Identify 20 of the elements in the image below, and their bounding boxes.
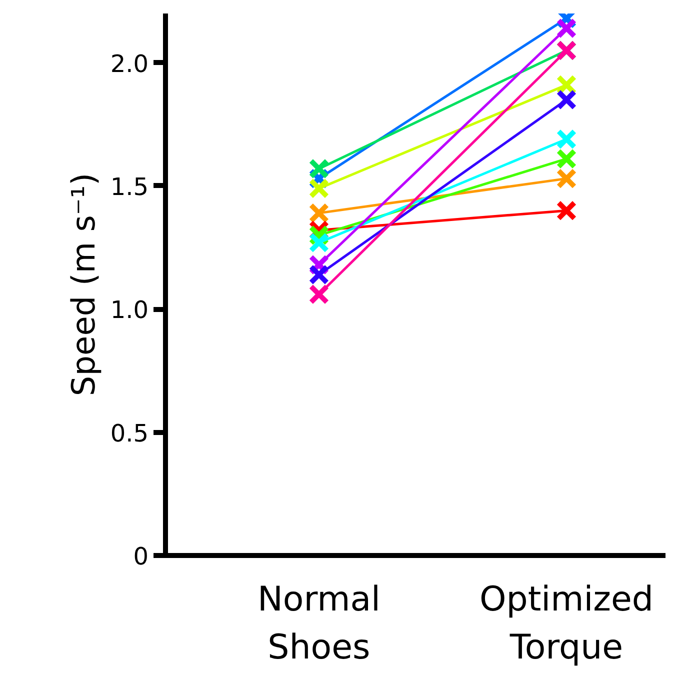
y-tick-label: 0.5 [110,419,149,448]
point [556,89,577,110]
y-tick-label: 0 [133,542,149,570]
point [556,168,577,189]
x-tick-label: Normal Shoes [257,580,380,668]
y-tick-label: 1.5 [110,172,149,201]
point [556,148,577,170]
y-axis-title: Speed (m s⁻¹) [64,172,102,396]
point [556,128,577,150]
point [308,178,330,199]
point [308,202,330,224]
x-tick-label: Optimized Torque [479,580,654,668]
point [308,264,330,285]
y-tick-label: 1.0 [110,296,149,324]
point [308,232,330,253]
point [308,158,330,179]
point [308,284,330,305]
point [556,200,577,221]
point [556,18,577,39]
y-tick-label: 2.0 [110,50,149,78]
